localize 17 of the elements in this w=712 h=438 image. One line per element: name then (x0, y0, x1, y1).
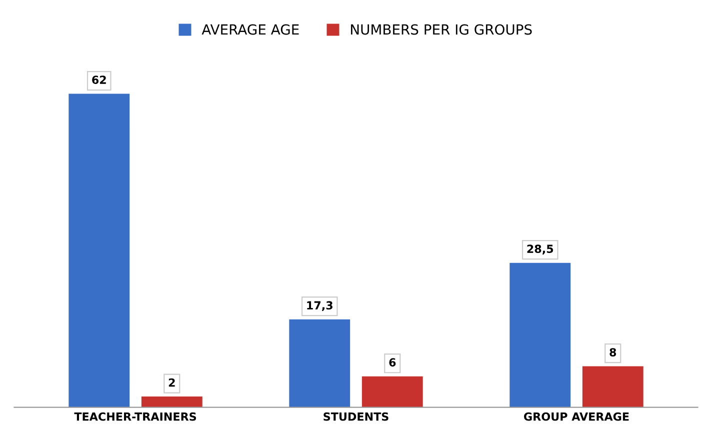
bar (141, 396, 202, 408)
data-label: 62 (92, 76, 106, 84)
data-label: 8 (610, 348, 616, 356)
x-tick-label: TEACHER-TRAINERS (74, 412, 196, 421)
bar (582, 366, 644, 408)
x-tick-label: GROUP AVERAGE (524, 412, 629, 421)
bar (289, 319, 350, 408)
data-label: 2 (168, 378, 175, 387)
bar (362, 376, 423, 408)
data-label: 17,3 (307, 301, 332, 311)
data-label: 6 (389, 358, 396, 367)
legend-label: NUMBERS PER IG GROUPS (351, 24, 532, 35)
data-label: 28,5 (527, 244, 554, 254)
bar (510, 262, 571, 408)
bar (68, 94, 130, 408)
legend-label: AVERAGE AGE (202, 24, 299, 35)
x-tick-label: STUDENTS (324, 412, 388, 421)
